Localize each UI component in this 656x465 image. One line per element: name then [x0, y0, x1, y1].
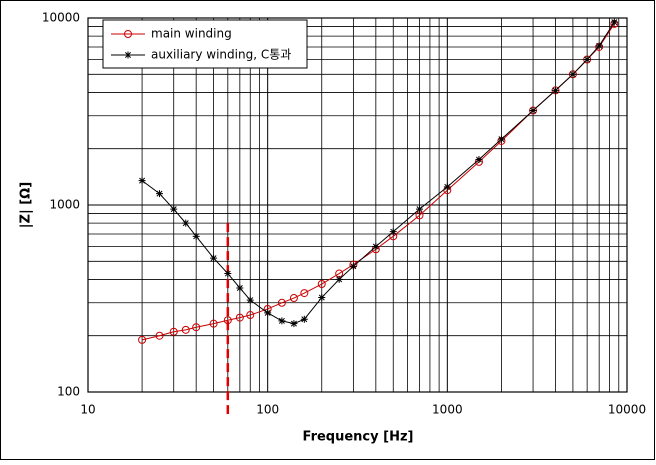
data-point [235, 313, 244, 322]
y-axis-label: |Z| [Ω] [19, 182, 34, 228]
data-point [416, 205, 424, 213]
data-point [182, 219, 190, 227]
data-point [223, 316, 232, 325]
data-point [138, 335, 147, 344]
data-point [124, 51, 132, 59]
data-point [246, 296, 254, 304]
data-point [278, 317, 286, 325]
data-point [138, 177, 146, 185]
data-point [224, 270, 232, 278]
data-point [595, 42, 603, 50]
data-point [170, 205, 178, 213]
data-point [569, 70, 577, 78]
data-point [318, 294, 326, 302]
data-point [349, 262, 357, 270]
legend-label: main winding [151, 27, 232, 41]
data-point [209, 319, 218, 328]
data-point [317, 280, 326, 289]
data-point [155, 190, 163, 198]
data-point [290, 320, 298, 328]
x-tick-label: 10 [80, 403, 95, 417]
data-point [610, 18, 618, 26]
data-point [300, 289, 309, 298]
data-point [277, 298, 286, 307]
x-tick-label: 1000 [432, 403, 463, 417]
data-point [583, 55, 591, 63]
data-point [497, 135, 505, 143]
data-point [181, 325, 190, 334]
y-tick-label: 1000 [49, 198, 80, 212]
series-line [141, 21, 615, 325]
y-tick-label: 10000 [42, 11, 80, 25]
data-point [475, 156, 483, 164]
data-point [335, 275, 343, 283]
data-point [443, 183, 451, 191]
data-point [552, 86, 560, 94]
data-point [372, 242, 380, 250]
data-point [289, 294, 298, 303]
legend-box [102, 19, 308, 69]
data-point [300, 315, 308, 323]
x-tick-label: 10000 [608, 403, 646, 417]
data-point [192, 232, 200, 240]
data-point [124, 30, 132, 38]
plot-border [87, 17, 628, 393]
data-point [236, 284, 244, 292]
data-point [264, 309, 272, 317]
data-point [529, 107, 537, 115]
x-axis-label: Frequency [Hz] [303, 430, 414, 445]
data-point [192, 323, 201, 332]
legend-label: auxiliary winding, C통과 [151, 48, 291, 62]
x-tick-label: 100 [256, 403, 279, 417]
data-point [210, 254, 218, 262]
data-point [246, 311, 255, 320]
data-point [389, 228, 397, 236]
data-point [155, 331, 164, 340]
y-tick-label: 100 [57, 385, 80, 399]
data-point [169, 327, 178, 336]
